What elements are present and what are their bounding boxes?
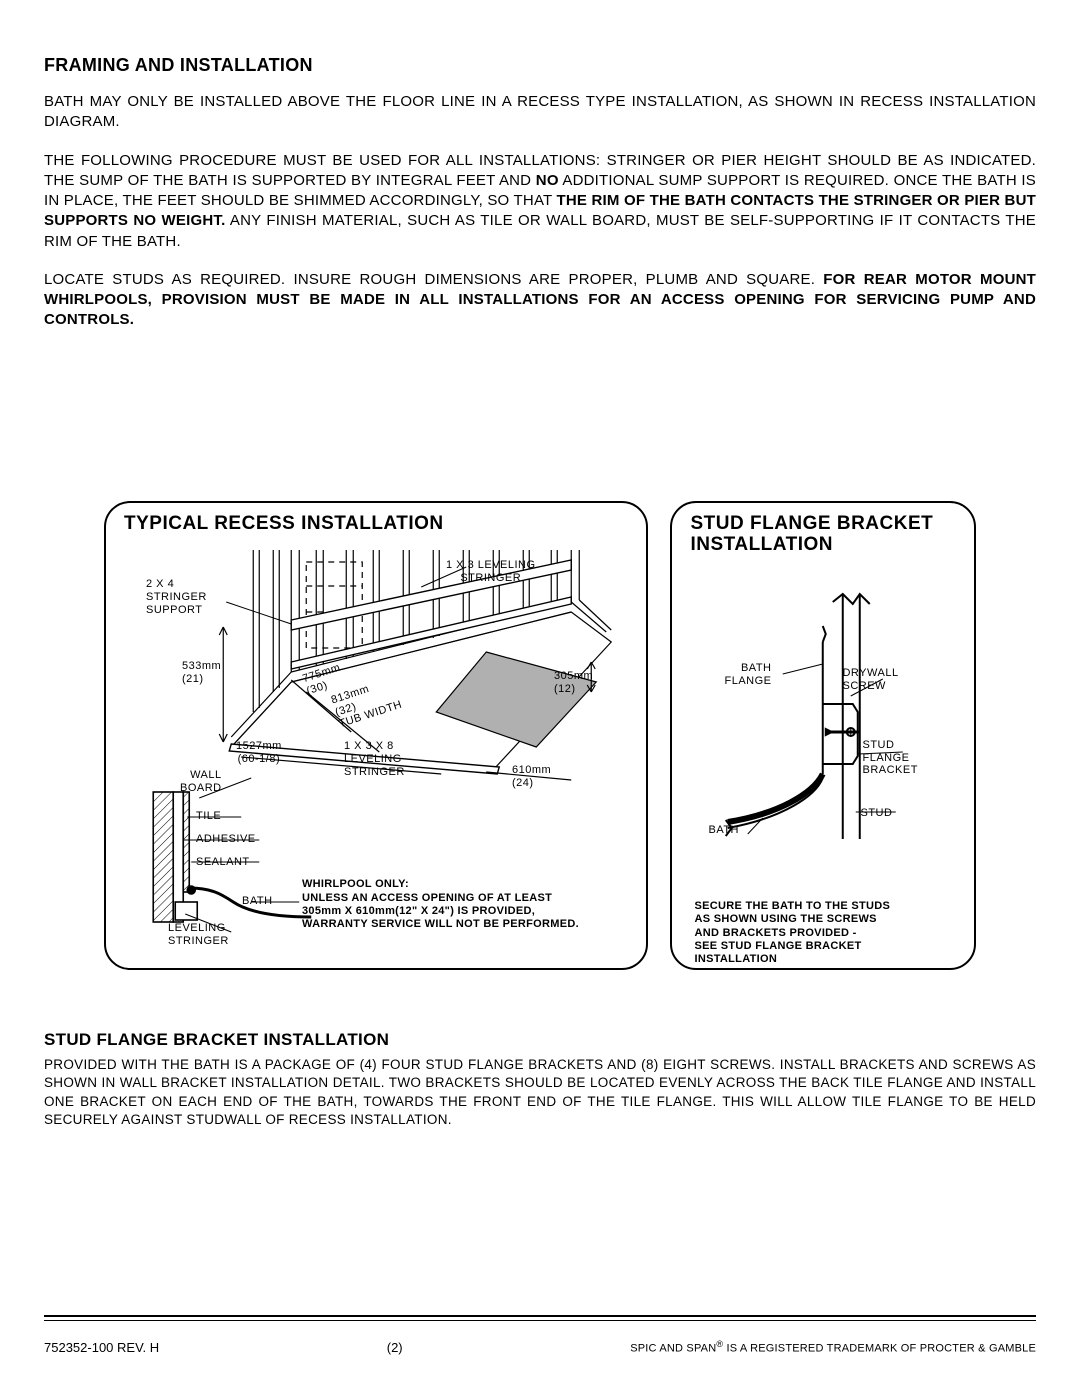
lbl-533: 533mm (21) — [182, 660, 221, 685]
lbl-bracket: STUD FLANGE BRACKET — [862, 739, 917, 777]
lbl-drywallscrew: DRYWALL SCREW — [842, 667, 898, 692]
para-1: BATH MAY ONLY BE INSTALLED ABOVE THE FLO… — [44, 92, 1036, 133]
lbl-bathflange: BATH FLANGE — [724, 662, 771, 687]
caption-secure: SECURE THE BATH TO THE STUDS AS SHOWN US… — [694, 900, 890, 966]
lbl-sealant: SEALANT — [196, 856, 250, 869]
footer-page: (2) — [387, 1340, 403, 1355]
diagram-recess-area: 1 X 3 LEVELING STRINGER 2 X 4 STRINGER S… — [124, 542, 628, 932]
lbl-305: 305mm (12) — [554, 670, 593, 695]
heading-flange: STUD FLANGE BRACKET INSTALLATION — [44, 1030, 1036, 1050]
lbl-adhesive: ADHESIVE — [196, 833, 256, 846]
footer-left: 752352-100 REV. H — [44, 1340, 159, 1355]
lbl-610: 610mm (24) — [512, 764, 551, 789]
footer: 752352-100 REV. H (2) SPIC AND SPAN® IS … — [44, 1315, 1036, 1355]
lbl-bath: BATH — [242, 895, 273, 908]
heading-framing: FRAMING AND INSTALLATION — [44, 55, 1036, 76]
page: FRAMING AND INSTALLATION BATH MAY ONLY B… — [0, 0, 1080, 1187]
para-3: LOCATE STUDS AS REQUIRED. INSURE ROUGH D… — [44, 270, 1036, 331]
diagram-recess-title: TYPICAL RECESS INSTALLATION — [124, 513, 628, 535]
footer-rule — [44, 1315, 1036, 1321]
footer-right: SPIC AND SPAN® IS A REGISTERED TRADEMARK… — [630, 1339, 1036, 1355]
lbl-1x3x8: 1 X 3 X 8 LEVELING STRINGER — [344, 740, 405, 778]
lbl-levstringer-bl: LEVELING STRINGER — [168, 922, 229, 947]
lbl-lev-1x3: 1 X 3 LEVELING STRINGER — [446, 559, 536, 584]
diagram-recess: TYPICAL RECESS INSTALLATION — [104, 501, 648, 971]
section-flange-text: STUD FLANGE BRACKET INSTALLATION PROVIDE… — [44, 1030, 1036, 1129]
para-4: PROVIDED WITH THE BATH IS A PACKAGE OF (… — [44, 1056, 1036, 1129]
lbl-stud: STUD — [860, 807, 892, 820]
diagram-flange-area: BATH FLANGE DRYWALL SCREW STUD FLANGE BR… — [690, 564, 956, 954]
para-2: THE FOLLOWING PROCEDURE MUST BE USED FOR… — [44, 151, 1036, 252]
diagram-row: TYPICAL RECESS INSTALLATION — [104, 501, 976, 971]
lbl-bath-r: BATH — [708, 824, 739, 837]
lbl-2x4: 2 X 4 STRINGER SUPPORT — [146, 578, 207, 616]
diagram-flange-title: STUD FLANGE BRACKET INSTALLATION — [690, 513, 956, 557]
diagram-flange: STUD FLANGE BRACKET INSTALLATION — [670, 501, 976, 971]
caption-whirlpool: WHIRLPOOL ONLY: UNLESS AN ACCESS OPENING… — [302, 878, 579, 931]
lbl-1527: 1527mm (60-1/8) — [236, 740, 282, 765]
lbl-wallboard: WALL BOARD — [180, 769, 222, 794]
lbl-tile: TILE — [196, 810, 221, 823]
